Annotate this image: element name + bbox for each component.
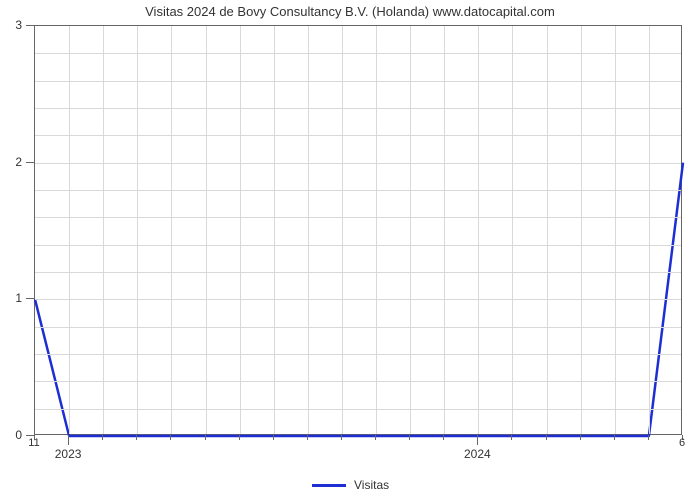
grid-line-horizontal-minor — [35, 53, 681, 54]
x-tick-minor — [614, 435, 615, 440]
grid-line-horizontal-minor — [35, 190, 681, 191]
grid-line-vertical — [376, 26, 377, 434]
legend-label: Visitas — [354, 478, 389, 492]
grid-line-horizontal-minor — [35, 217, 681, 218]
grid-line-vertical — [274, 26, 275, 434]
y-axis-label: 2 — [0, 155, 22, 169]
chart-container: Visitas 0 1 2 3 2023 2024 11 6 — [0, 0, 700, 500]
x-tick-minor — [341, 435, 342, 440]
grid-line-horizontal-minor — [35, 245, 681, 246]
grid-line-horizontal-minor — [35, 108, 681, 109]
grid-line-vertical — [478, 26, 479, 434]
grid-line-vertical — [240, 26, 241, 434]
y-tick — [26, 435, 34, 436]
x-tick-minor — [409, 435, 410, 440]
x-tick-minor — [102, 435, 103, 440]
x-axis-major-label: 2024 — [464, 447, 491, 461]
grid-line-horizontal-minor — [35, 81, 681, 82]
x-tick-minor — [205, 435, 206, 440]
y-tick — [26, 298, 34, 299]
grid-line-vertical — [410, 26, 411, 434]
grid-line-horizontal-minor — [35, 272, 681, 273]
x-tick-minor — [273, 435, 274, 440]
grid-line-horizontal-minor — [35, 354, 681, 355]
grid-line-horizontal-minor — [35, 135, 681, 136]
grid-line-vertical — [137, 26, 138, 434]
plot-area — [34, 25, 682, 435]
legend: Visitas — [312, 478, 389, 492]
grid-line-horizontal-minor — [35, 409, 681, 410]
x-tick-minor — [307, 435, 308, 440]
grid-line-vertical — [342, 26, 343, 434]
grid-line-horizontal — [35, 163, 681, 164]
line-series-layer — [35, 26, 683, 436]
grid-line-vertical — [206, 26, 207, 434]
y-tick — [26, 25, 34, 26]
grid-line-vertical — [103, 26, 104, 434]
x-tick-minor — [511, 435, 512, 440]
y-axis-label: 3 — [0, 18, 22, 32]
x-tick-minor — [648, 435, 649, 440]
x-axis-edge-label-end: 6 — [679, 437, 685, 449]
x-tick-major — [68, 435, 69, 445]
grid-line-horizontal-minor — [35, 327, 681, 328]
grid-line-vertical — [171, 26, 172, 434]
grid-line-vertical — [69, 26, 70, 434]
grid-line-vertical — [615, 26, 616, 434]
x-axis-edge-label-start: 11 — [28, 437, 39, 449]
y-axis-label: 0 — [0, 428, 22, 442]
legend-swatch — [312, 484, 346, 487]
grid-line-vertical — [308, 26, 309, 434]
x-tick-minor — [546, 435, 547, 440]
grid-line-vertical — [512, 26, 513, 434]
grid-line-horizontal — [35, 299, 681, 300]
y-axis-label: 1 — [0, 291, 22, 305]
x-tick-minor — [375, 435, 376, 440]
x-tick-major — [477, 435, 478, 445]
grid-line-vertical — [581, 26, 582, 434]
y-tick — [26, 162, 34, 163]
x-tick-minor — [136, 435, 137, 440]
x-tick-minor — [580, 435, 581, 440]
x-axis-major-label: 2023 — [55, 447, 82, 461]
grid-line-horizontal-minor — [35, 381, 681, 382]
grid-line-vertical — [444, 26, 445, 434]
grid-line-vertical — [547, 26, 548, 434]
x-tick-minor — [170, 435, 171, 440]
x-tick-minor — [239, 435, 240, 440]
x-tick-minor — [443, 435, 444, 440]
grid-line-vertical — [649, 26, 650, 434]
